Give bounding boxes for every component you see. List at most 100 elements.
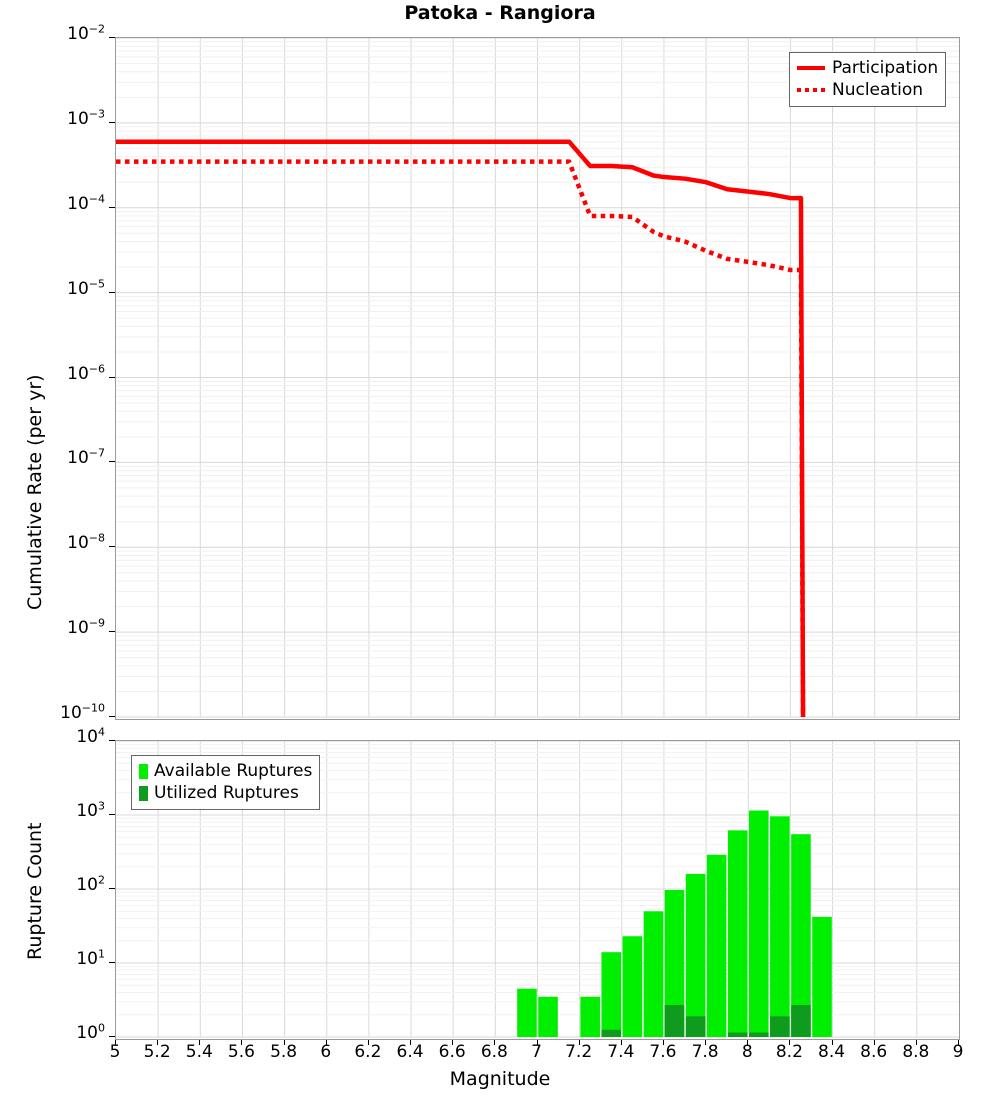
x-tick-mark [789,1040,791,1045]
available-ruptures-bar [770,816,790,1037]
x-tick-label: 9 [952,1042,964,1062]
legend-item-available-ruptures: Available Ruptures [139,760,312,782]
x-tick-mark [283,1040,285,1045]
bottom-panel-canvas [116,741,959,1038]
x-tick-mark [241,1040,243,1045]
x-tick-mark [199,1040,201,1045]
top-y-tick-label: 10−4 [67,192,105,214]
top-y-tick-mark [109,716,115,717]
utilized-ruptures-bar [601,1029,622,1037]
x-tick-mark [325,1040,327,1045]
bottom-y-tick-mark [109,1036,115,1037]
bottom-y-tick-mark [109,814,115,815]
top-y-tick-label: 10−10 [60,701,105,723]
x-tick-label: 8.4 [818,1042,846,1062]
utilized-ruptures-bar [685,1016,706,1037]
available-ruptures-bar [601,952,622,1037]
x-tick-mark [367,1040,369,1045]
utilized-ruptures-bar [664,1005,685,1037]
available-ruptures-bar [749,810,769,1037]
utilized-ruptures-bar [770,1016,790,1037]
available-ruptures-bar [643,911,664,1037]
x-tick-label: 6.8 [480,1042,508,1062]
available-ruptures-bar [517,988,537,1037]
top-y-tick-mark [109,546,115,548]
utilized-ruptures-swatch-icon [139,785,148,801]
available-ruptures-bar [622,936,643,1037]
bottom-y-tick-mark [109,962,115,963]
x-tick-mark [115,1040,116,1045]
bottom-y-tick-mark [109,740,115,741]
available-ruptures-bar [664,889,685,1037]
available-ruptures-bar [791,834,811,1037]
top-y-tick-mark [109,121,115,123]
x-tick-label: 7.2 [565,1042,593,1062]
available-ruptures-swatch-icon [139,763,148,779]
bottom-y-tick-label: 102 [76,873,105,895]
x-tick-label: 7.6 [649,1042,677,1062]
series-nucleation-line [116,159,806,718]
top-y-tick-label: 10−9 [67,616,105,639]
available-ruptures-bar [685,873,706,1037]
nucleation-dotted-line-swatch-icon [797,88,825,92]
x-tick-mark [410,1040,412,1045]
cumulative-rate-plot [115,37,960,720]
x-tick-mark [578,1040,580,1045]
x-tick-mark [662,1040,664,1045]
x-tick-mark [873,1040,875,1045]
x-tick-label: 6.6 [438,1042,466,1062]
x-tick-label: 5.2 [143,1042,171,1062]
x-tick-label: 6 [320,1042,332,1062]
top-y-tick-mark [109,206,115,208]
top-panel-legend: Participation Nucleation [789,52,947,107]
x-tick-mark [958,1040,959,1045]
x-tick-label: 7 [531,1042,542,1062]
x-tick-label: 6.4 [396,1042,424,1062]
legend-label-nucleation: Nucleation [832,80,924,100]
x-tick-mark [915,1040,917,1045]
available-ruptures-bar [580,996,600,1037]
legend-label-available-ruptures: Available Ruptures [154,761,313,781]
top-y-tick-mark [109,631,115,633]
x-tick-mark [705,1040,707,1045]
top-y-tick-mark [109,376,115,378]
x-tick-label: 5.6 [227,1042,255,1062]
x-tick-label: 7.4 [607,1042,635,1062]
top-panel-y-axis-label: Cumulative Rate (per yr) [24,374,46,610]
top-y-tick-label: 10−8 [67,531,105,554]
top-y-tick-mark [109,291,115,293]
available-ruptures-bar [812,916,832,1037]
utilized-ruptures-bar [749,1032,769,1037]
participation-line-swatch-icon [797,66,825,70]
top-y-tick-mark [109,461,115,463]
x-tick-label: 5 [109,1042,121,1062]
x-tick-mark [157,1040,159,1045]
top-y-tick-label: 10−7 [67,446,105,469]
x-tick-mark [494,1040,496,1045]
x-tick-mark [831,1040,833,1045]
x-tick-label: 8.2 [775,1042,803,1062]
bottom-y-tick-label: 103 [76,799,105,821]
x-tick-mark [747,1040,749,1045]
x-axis-label: Magnitude [449,1068,551,1090]
bottom-y-tick-label: 104 [76,725,105,747]
bottom-y-tick-mark [109,888,115,889]
x-tick-mark [452,1040,454,1045]
top-y-tick-label: 10−6 [67,361,105,384]
legend-label-utilized-ruptures: Utilized Ruptures [154,783,299,803]
page-title: Patoka - Rangiora [404,2,596,24]
utilized-ruptures-bar [727,1032,748,1037]
legend-item-utilized-ruptures: Utilized Ruptures [139,782,312,804]
x-tick-mark [536,1040,538,1045]
x-tick-label: 8 [741,1042,753,1062]
series-participation-line [116,139,806,718]
top-panel-canvas [116,38,959,718]
x-tick-label: 5.4 [185,1042,213,1062]
legend-label-participation: Participation [832,58,939,78]
available-ruptures-bar [538,996,558,1037]
available-ruptures-bar [706,854,727,1037]
x-tick-label: 7.8 [691,1042,719,1062]
legend-item-participation: Participation [797,57,938,79]
x-tick-mark [620,1040,622,1045]
